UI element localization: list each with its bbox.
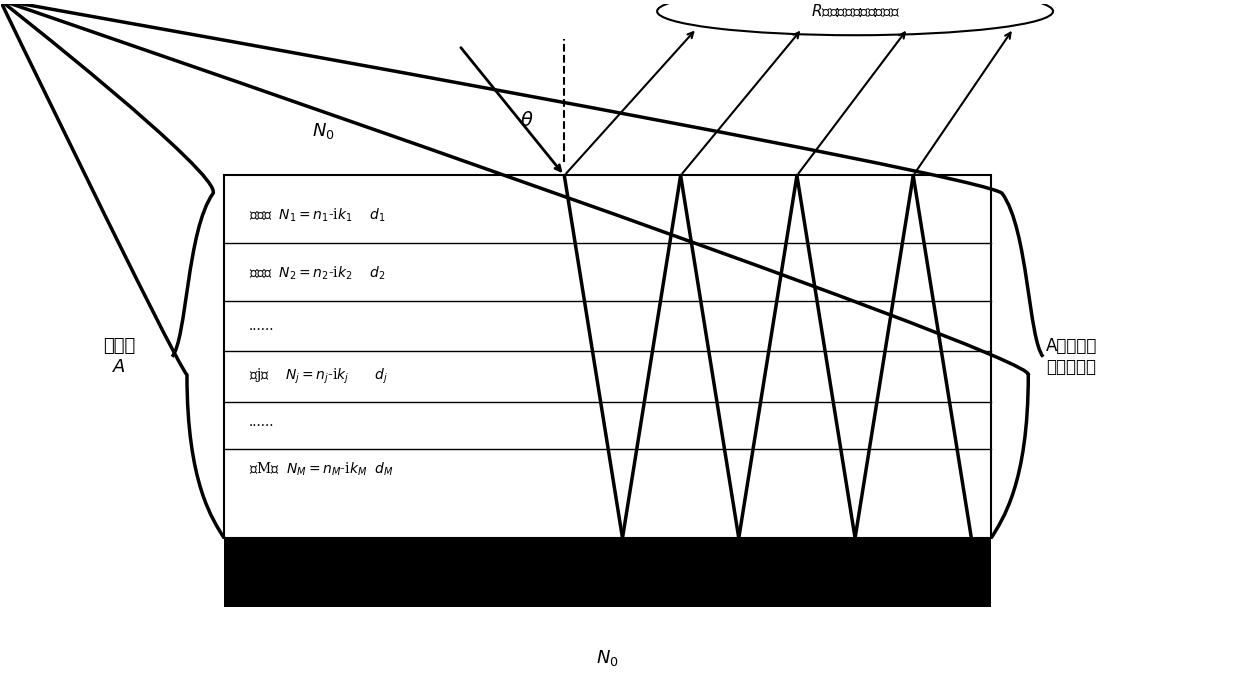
Text: ......: ...... [249,319,274,333]
FancyBboxPatch shape [224,175,991,538]
Text: $R$（反射率）多将束干涉: $R$（反射率）多将束干涉 [811,3,900,19]
Text: 第M层  $N_M=n_M$-i$k_M$  $d_M$: 第M层 $N_M=n_M$-i$k_M$ $d_M$ [249,460,393,478]
Text: 第一层  $N_1=n_1$-i$k_1$    $d_1$: 第一层 $N_1=n_1$-i$k_1$ $d_1$ [249,207,386,224]
FancyBboxPatch shape [224,528,991,607]
Ellipse shape [657,0,1053,35]
Text: 第j层    $N_j=n_j$-i$k_j$      $d_j$: 第j层 $N_j=n_j$-i$k_j$ $d_j$ [249,367,388,386]
Text: $\theta$: $\theta$ [520,111,533,130]
Text: $N_0$: $N_0$ [596,647,619,667]
Text: 第二层  $N_2=n_2$-i$k_2$    $d_2$: 第二层 $N_2=n_2$-i$k_2$ $d_2$ [249,265,386,282]
Text: $N_0$: $N_0$ [311,121,335,141]
Text: 多层膜
$A$: 多层膜 $A$ [103,337,135,376]
Text: ......: ...... [249,415,274,429]
Text: A（吸收）
多将束干涉: A（吸收） 多将束干涉 [1045,337,1097,376]
